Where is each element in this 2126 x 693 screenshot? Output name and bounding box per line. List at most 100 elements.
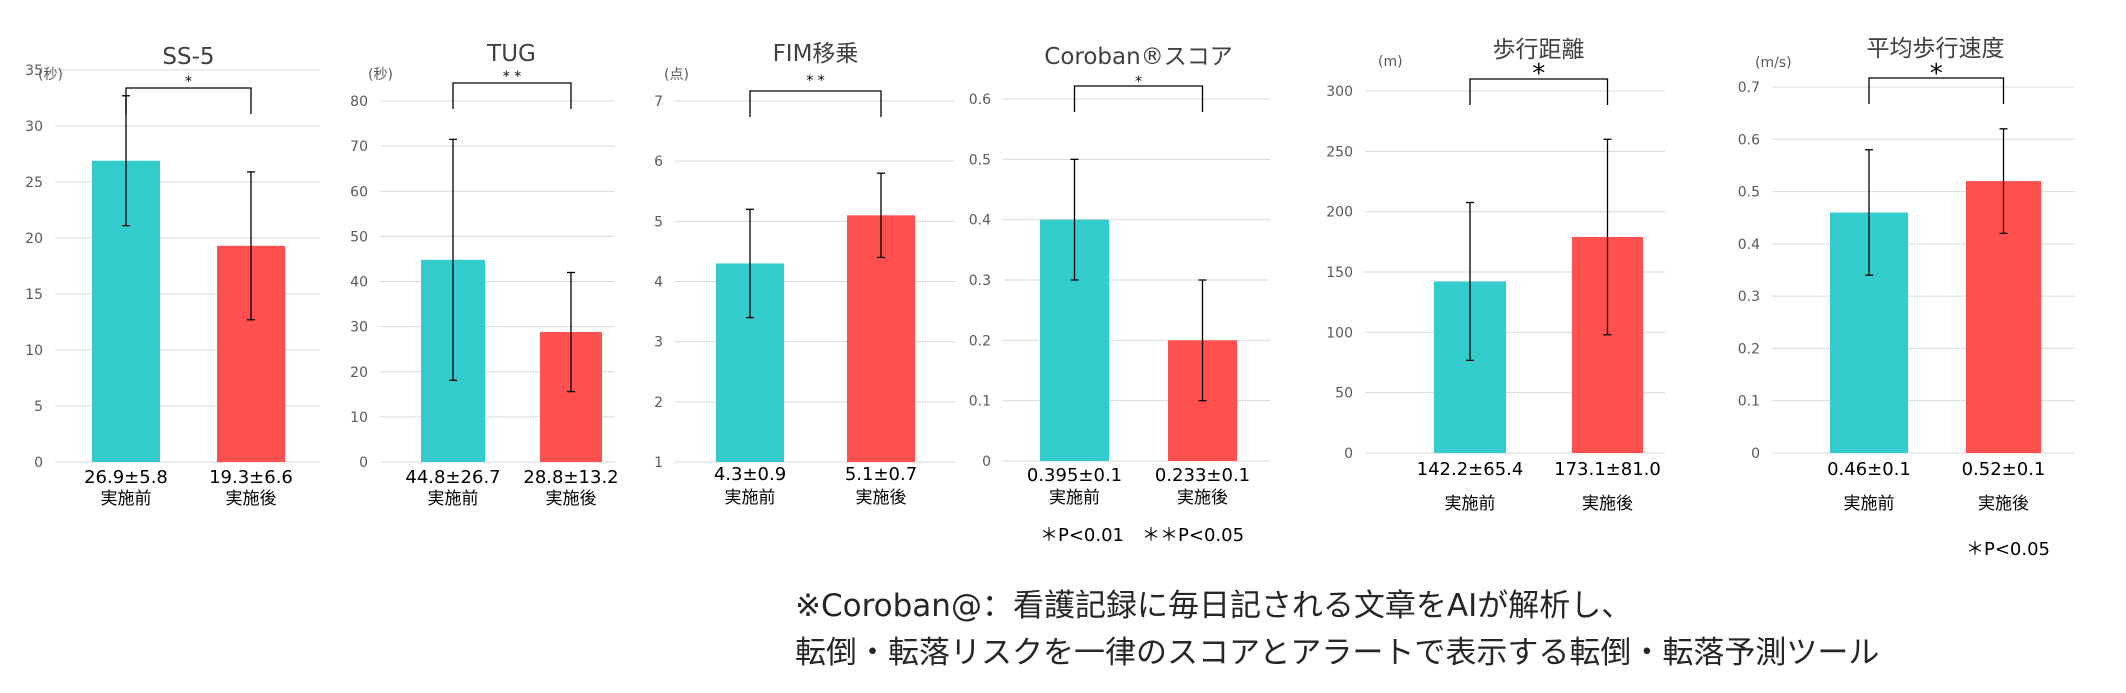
y-tick-label: 0.7 <box>1738 80 1760 96</box>
y-tick-label: 7 <box>654 94 663 110</box>
y-tick-label: 20 <box>350 365 368 381</box>
footnote-line-2: 転倒・転落リスクを一律のスコアとアラートで表示する転倒・転落予測ツール <box>795 635 1880 671</box>
category-label: 実施後 <box>546 489 597 509</box>
y-tick-label: 0.3 <box>1738 289 1760 305</box>
y-tick-label: 50 <box>350 229 368 245</box>
category-label: 実施後 <box>1582 494 1633 514</box>
y-tick-label: 40 <box>350 275 368 291</box>
y-tick-label: 10 <box>25 343 43 359</box>
chart-title: SS-5 <box>162 44 214 70</box>
chart-panel-6: 0 0.1 0.2 0.3 0.4 0.5 0.6 0.7 平均歩行速度 (m/s) 0.46±0.… <box>1738 36 2075 514</box>
data-label: 28.8±13.2 <box>523 467 618 488</box>
y-tick-label: 5 <box>654 214 663 230</box>
y-tick-label: 3 <box>654 335 663 351</box>
y-tick-label: 0.5 <box>969 152 991 168</box>
category-label: 実施後 <box>1177 488 1228 508</box>
data-label: 0.52±0.1 <box>1962 459 2046 480</box>
y-tick-label: 0.1 <box>969 394 991 410</box>
category-label: 実施前 <box>101 489 152 509</box>
y-tick-label: 0.2 <box>969 333 991 349</box>
y-tick-label: 0 <box>1344 446 1353 462</box>
data-label: 26.9±5.8 <box>84 467 168 488</box>
significance-mark: * <box>1135 74 1142 90</box>
y-tick-label: 0 <box>982 454 991 470</box>
chart-title: 平均歩行速度 <box>1867 36 2005 62</box>
y-tick-label: 0.3 <box>969 273 991 289</box>
significance-bracket <box>452 82 572 109</box>
significance-mark: * <box>1930 59 1943 89</box>
y-tick-label: 5 <box>34 399 43 415</box>
significance-bracket <box>1868 77 2005 104</box>
y-tick-label: 150 <box>1326 265 1353 281</box>
y-tick-label: 300 <box>1326 84 1353 100</box>
chart-title: TUG <box>486 41 536 67</box>
significance-mark: * * <box>806 73 824 89</box>
significance-note: ＊P<0.01 ＊＊P<0.05 <box>1040 525 1244 546</box>
category-label: 実施前 <box>428 489 479 509</box>
y-tick-label: 0.6 <box>1738 132 1760 148</box>
y-tick-label: 1 <box>654 455 663 471</box>
y-tick-label: 0 <box>34 455 43 471</box>
category-label: 実施後 <box>226 489 277 509</box>
chart-title: Coroban®スコア <box>1044 44 1232 70</box>
significance-mark: * <box>185 74 192 90</box>
y-tick-label: 0.5 <box>1738 185 1760 201</box>
significance-bracket <box>1469 78 1609 105</box>
chart-title: 歩行距離 <box>1493 37 1585 63</box>
significance-bracket <box>125 87 252 114</box>
data-label: 19.3±6.6 <box>209 467 293 488</box>
significance-bracket <box>1073 85 1204 112</box>
chart-title: FIM移乗 <box>773 41 859 67</box>
category-label: 実施前 <box>1844 494 1895 514</box>
category-label: 実施後 <box>856 488 907 508</box>
y-tick-label: 0.2 <box>1738 341 1760 357</box>
y-tick-label: 250 <box>1326 144 1353 160</box>
significance-bracket <box>749 90 882 117</box>
y-tick-label: 60 <box>350 184 368 200</box>
data-label: 4.3±0.9 <box>714 464 786 485</box>
significance-mark: * * <box>503 69 521 85</box>
y-tick-label: 2 <box>654 395 663 411</box>
y-tick-label: 0.4 <box>969 213 991 229</box>
data-label: 0.46±0.1 <box>1827 459 1911 480</box>
category-label: 実施前 <box>1049 488 1100 508</box>
chart-panel-4: 00.10.20.30.40.50.6Coroban®スコア0.395±0.1実… <box>969 44 1270 508</box>
footnote-line-1: ※Coroban@：看護記録に毎日記される文章をAIが解析し、 <box>795 588 1633 624</box>
y-tick-label: 0.6 <box>969 92 991 108</box>
y-tick-label: 30 <box>25 119 43 135</box>
data-label: 142.2±65.4 <box>1417 459 1524 480</box>
category-label: 実施前 <box>725 488 776 508</box>
y-tick-label: 15 <box>25 287 43 303</box>
chart-panel-5: 0 50 100 150 200 250 300 歩行距離 (m) 142.2±65.4 実施前 17… <box>1326 37 1665 514</box>
y-tick-label: 200 <box>1326 205 1353 221</box>
y-unit-label: (秒) <box>368 67 393 83</box>
y-tick-label: 30 <box>350 320 368 336</box>
y-tick-label: 100 <box>1326 325 1353 341</box>
y-tick-label: 10 <box>350 410 368 426</box>
y-tick-label: 6 <box>654 154 663 170</box>
data-label: 5.1±0.7 <box>845 464 917 485</box>
data-label: 173.1±81.0 <box>1554 459 1661 480</box>
y-tick-label: 4 <box>654 275 663 291</box>
y-tick-label: 0 <box>1751 446 1760 462</box>
category-label: 実施前 <box>1445 494 1496 514</box>
significance-note: ＊P<0.05 <box>1966 539 2050 560</box>
category-label: 実施後 <box>1978 494 2029 514</box>
y-unit-label: (点) <box>664 67 689 83</box>
significance-mark: * <box>1532 59 1545 89</box>
y-unit-label: (m) <box>1378 54 1403 70</box>
data-label: 44.8±26.7 <box>405 467 500 488</box>
y-tick-label: 0 <box>359 455 368 471</box>
y-tick-label: 0.4 <box>1738 237 1760 253</box>
y-tick-label: 70 <box>350 139 368 155</box>
chart-panel-3: 1 2 3 4 5 6 7 FIM移乗 (点) 4.3±0.9 実施前 5.1±0.7 実施後 * * <box>654 41 955 508</box>
y-tick-label: 25 <box>25 175 43 191</box>
data-label: 0.395±0.1 <box>1027 465 1122 486</box>
y-tick-label: 0.1 <box>1738 394 1760 410</box>
y-tick-label: 35 <box>25 63 43 79</box>
y-tick-label: 80 <box>350 94 368 110</box>
y-unit-label: (秒) <box>38 67 63 83</box>
